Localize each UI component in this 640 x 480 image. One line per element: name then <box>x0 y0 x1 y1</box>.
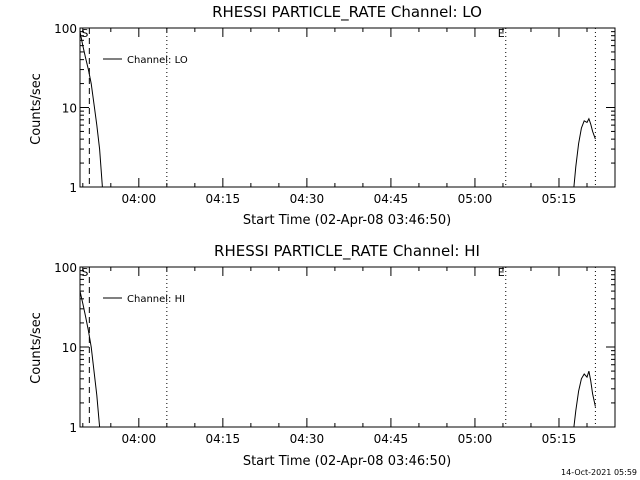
x-tick-label: 05:15 <box>542 432 577 446</box>
legend-label: Channel: LO <box>127 55 188 66</box>
y-axis-label: Counts/sec <box>29 312 44 384</box>
y-tick-label: 1 <box>69 421 77 435</box>
x-tick-label: 05:00 <box>458 432 493 446</box>
x-tick-label: 04:30 <box>290 432 325 446</box>
x-tick-label: 04:30 <box>290 192 325 206</box>
x-tick-label: 05:00 <box>458 192 493 206</box>
plot-frame <box>79 27 616 188</box>
event-marker-label: E <box>498 27 505 40</box>
x-tick-label: 04:45 <box>374 192 409 206</box>
y-tick-label: 1 <box>69 181 77 195</box>
chart-hi: RHESSI PARTICLE_RATE Channel: HI Counts/… <box>29 242 480 469</box>
x-axis-label: Start Time (02-Apr-08 03:46:50) <box>243 454 451 469</box>
event-marker-label: E <box>498 266 505 279</box>
legend-label: Channel: HI <box>127 294 185 305</box>
x-tick-label: 04:15 <box>206 432 241 446</box>
event-marker-label: S <box>81 27 88 40</box>
y-tick-label: 10 <box>62 102 77 116</box>
x-axis-label: Start Time (02-Apr-08 03:46:50) <box>243 213 451 228</box>
series-line <box>79 290 101 428</box>
chart-lo: RHESSI PARTICLE_RATE Channel: LO Counts/… <box>29 3 482 228</box>
plot-area: 04:00 04:15 04:30 04:45 05:00 05:15 1 10 100 S E Ch… <box>54 22 616 206</box>
chart-title: RHESSI PARTICLE_RATE Channel: LO <box>212 3 482 22</box>
footer-timestamp: 14-Oct-2021 05:59 <box>561 468 637 477</box>
x-tick-label: 05:15 <box>542 192 577 206</box>
y-tick-label: 10 <box>62 341 77 355</box>
x-tick-label: 04:15 <box>206 192 241 206</box>
y-tick-label: 100 <box>54 22 77 36</box>
chart-title: RHESSI PARTICLE_RATE Channel: HI <box>214 242 480 261</box>
x-tick-label: 04:00 <box>122 192 157 206</box>
series-line <box>79 31 103 188</box>
y-tick-label: 100 <box>54 261 77 275</box>
plot-frame <box>79 266 616 428</box>
y-axis-label: Counts/sec <box>29 73 44 145</box>
x-tick-label: 04:00 <box>122 432 157 446</box>
event-marker-label: S <box>81 266 88 279</box>
series-line <box>573 117 596 188</box>
x-tick-label: 04:45 <box>374 432 409 446</box>
plot-area: 04:00 04:15 04:30 04:45 05:00 05:15 1 10 100 S E Ch… <box>54 261 616 446</box>
series-line <box>573 370 596 428</box>
